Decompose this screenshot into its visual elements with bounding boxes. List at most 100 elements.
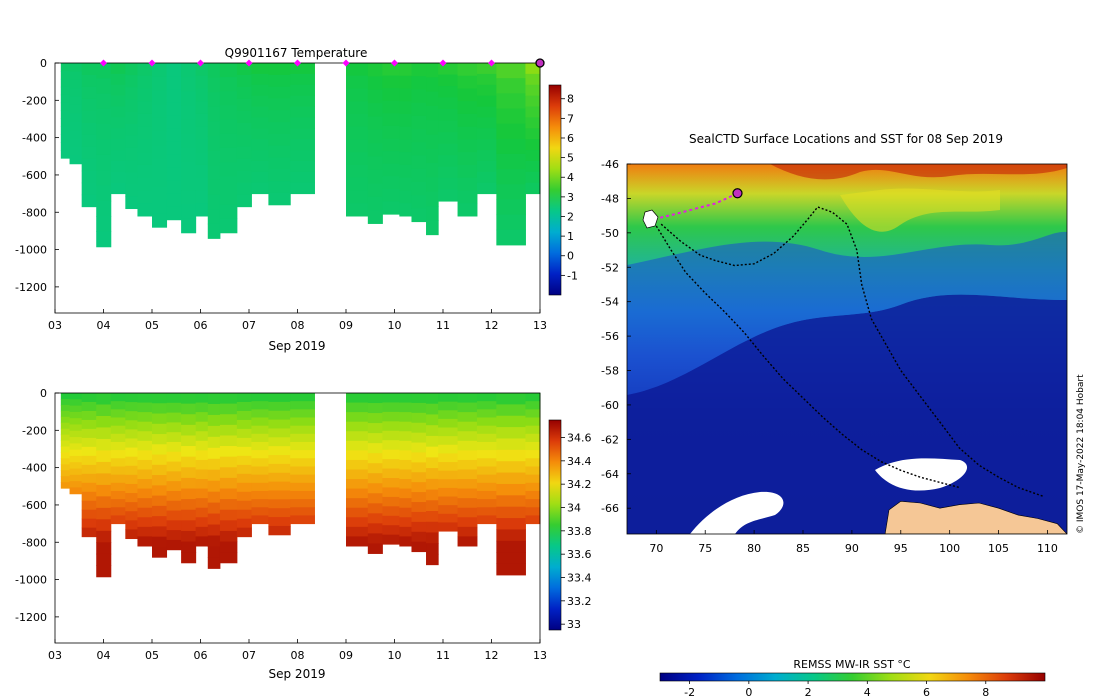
salinity-cell: [457, 498, 478, 509]
salinity-cell: [69, 462, 83, 470]
temperature-cell: [60, 126, 71, 135]
temperature-column: [268, 63, 291, 206]
salinity-cell: [69, 455, 83, 463]
salinity-cell: [525, 450, 541, 459]
salinity-cell: [236, 428, 252, 439]
salinity-cell: [346, 536, 369, 547]
sst-tick-label: 4: [864, 686, 871, 699]
salinity-cell: [367, 533, 383, 544]
x-tick-label: 08: [291, 319, 305, 332]
salinity-column: [60, 393, 71, 489]
salinity-cell: [382, 421, 400, 432]
salinity-cell: [236, 393, 252, 403]
salinity-cell: [81, 428, 97, 439]
salinity-cell: [219, 509, 238, 521]
salinity-cell: [125, 474, 138, 485]
temperature-cell: [96, 200, 112, 217]
salinity-cell: [525, 515, 541, 525]
temperature-cell: [411, 63, 427, 77]
temperature-cell: [152, 90, 168, 105]
salinity-cell: [426, 532, 439, 544]
salinity-cell: [207, 469, 221, 482]
salinity-cell: [195, 507, 209, 518]
salinity-cell: [251, 499, 269, 508]
salinity-cell: [268, 419, 291, 429]
temperature-cell: [399, 203, 412, 217]
salinity-cell: [367, 493, 383, 504]
temperature-cell: [382, 188, 400, 203]
salinity-cell: [166, 461, 182, 472]
temperature-cell: [166, 180, 182, 195]
temperature-colorbar-ticks: 8 7 6 5 4 3 2 1 0 -1: [561, 93, 578, 282]
salinity-column: [251, 393, 269, 525]
temperature-cell: [125, 172, 138, 185]
temperature-cell: [110, 63, 126, 75]
salinity-cell: [268, 517, 291, 527]
salinity-cell: [290, 450, 315, 459]
x-tick-label: 05: [145, 319, 159, 332]
salinity-column: [81, 393, 97, 538]
temperature-cell: [152, 213, 168, 228]
salinity-column: [195, 393, 209, 547]
temperature-cell: [438, 74, 459, 87]
salinity-cell: [60, 476, 71, 483]
temperature-cell: [125, 111, 138, 125]
temperature-cell: [476, 106, 497, 118]
salinity-cell: [268, 446, 291, 456]
salinity-cell: [525, 458, 541, 467]
salinity-cell: [236, 410, 252, 421]
salinity-cell: [137, 488, 153, 499]
temperature-cell: [290, 128, 315, 140]
salinity-cell: [125, 502, 138, 512]
salinity-cell: [81, 491, 97, 502]
temperature-cell: [166, 167, 182, 182]
temperature-cell: [496, 63, 526, 79]
temperature-cell: [346, 139, 369, 153]
x-tick-label: 11: [436, 649, 450, 662]
temperature-cell: [60, 134, 71, 143]
temperature-cell: [411, 168, 427, 183]
temperature-cell: [290, 106, 315, 118]
temperature-cell: [268, 110, 291, 123]
temperature-cell: [438, 143, 459, 156]
y-tick-label: -800: [22, 536, 47, 549]
salinity-cell: [81, 464, 97, 475]
temperature-cell: [346, 177, 369, 191]
temperature-cell: [125, 147, 138, 161]
temperature-cell: [110, 128, 126, 140]
salinity-cell: [346, 498, 369, 509]
temperature-cell: [125, 75, 138, 88]
salinity-cell: [81, 527, 97, 538]
temperature-cell: [207, 179, 221, 196]
salinity-cell: [125, 438, 138, 449]
salinity-cell: [382, 506, 400, 517]
temperature-cell: [290, 117, 315, 129]
temperature-cell: [60, 78, 71, 88]
salinity-column: [236, 393, 252, 538]
salinity-cell: [110, 499, 126, 508]
temperature-cell: [399, 152, 412, 166]
salinity-colorbar-ticks: 34.6 34.4 34.2 34 33.8 33.6 33.4 33.2 33: [561, 432, 592, 631]
temperature-cell: [236, 134, 252, 148]
temperature-cell: [367, 89, 383, 104]
salinity-cell: [251, 474, 269, 484]
temperature-cell: [367, 63, 383, 77]
salinity-cell: [496, 495, 526, 508]
map-frame: [626, 163, 1068, 535]
salinity-cell: [457, 488, 478, 499]
salinity-cell: [166, 412, 182, 423]
temperature-cell: [207, 121, 221, 137]
salinity-cell: [152, 454, 168, 466]
temperature-cell: [166, 63, 182, 77]
temperature-column: [438, 63, 459, 202]
temperature-cell: [525, 106, 541, 118]
temperature-cell: [81, 194, 97, 208]
salinity-cell: [367, 423, 383, 434]
salinity-column: [110, 393, 126, 525]
salinity-cell: [457, 440, 478, 451]
salinity-column: [457, 393, 478, 547]
salinity-cell: [382, 402, 400, 413]
salinity-cell: [346, 431, 369, 442]
temperature-cell: [251, 84, 269, 97]
salinity-cell: [382, 487, 400, 498]
